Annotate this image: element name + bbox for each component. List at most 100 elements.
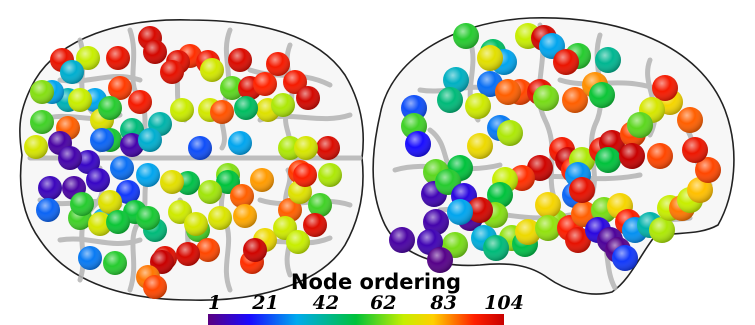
node-sphere — [228, 131, 252, 155]
node-sphere-shading — [208, 206, 232, 230]
node-sphere-shading — [70, 192, 94, 216]
node-sphere-shading — [266, 52, 290, 76]
node-sphere — [136, 206, 160, 230]
node-sphere — [562, 87, 588, 113]
node-sphere — [106, 46, 130, 70]
node-sphere-shading — [308, 193, 332, 217]
node-sphere — [88, 212, 112, 236]
node-sphere-shading — [200, 58, 224, 82]
node-sphere — [30, 80, 54, 104]
node-sphere-shading — [98, 96, 122, 120]
node-sphere-shading — [423, 209, 449, 235]
node-sphere — [535, 215, 561, 241]
node-sphere-shading — [652, 75, 678, 101]
node-sphere-shading — [595, 147, 621, 173]
node-sphere — [143, 275, 167, 299]
node-sphere-shading — [553, 49, 579, 75]
node-sphere-shading — [106, 210, 130, 234]
node-sphere — [60, 60, 84, 84]
node-sphere — [565, 227, 591, 253]
legend-tick-label: 62 — [370, 292, 396, 314]
node-sphere-shading — [487, 182, 513, 208]
legend-tick-label: 104 — [484, 292, 524, 314]
node-sphere — [649, 217, 675, 243]
node-sphere-shading — [76, 150, 100, 174]
colorbar — [208, 314, 504, 325]
node-sphere-shading — [612, 245, 638, 271]
node-sphere-shading — [283, 70, 307, 94]
node-sphere — [188, 136, 212, 160]
node-sphere — [220, 76, 244, 100]
node-sphere — [589, 82, 615, 108]
node-sphere — [150, 250, 174, 274]
node-sphere-shading — [303, 213, 327, 237]
node-sphere-shading — [695, 157, 721, 183]
sagittal-node-layer — [389, 23, 721, 273]
node-sphere — [294, 136, 318, 160]
node-sphere-shading — [477, 45, 503, 71]
node-sphere — [483, 235, 509, 261]
node-sphere — [86, 168, 110, 192]
node-sphere-shading — [677, 107, 703, 133]
node-sphere — [627, 112, 653, 138]
node-sphere — [401, 95, 427, 121]
node-sphere-shading — [443, 67, 469, 93]
node-sphere-shading — [143, 40, 167, 64]
node-sphere — [68, 88, 92, 112]
legend-tick-labels: 1 21 42 62 83 104 — [208, 292, 524, 314]
node-sphere-shading — [30, 110, 54, 134]
node-sphere — [647, 143, 673, 169]
node-sphere-shading — [483, 235, 509, 261]
node-sphere-shading — [565, 227, 591, 253]
node-sphere — [283, 70, 307, 94]
node-sphere-shading — [60, 60, 84, 84]
node-sphere — [515, 219, 541, 245]
node-sphere — [266, 52, 290, 76]
node-sphere-shading — [36, 198, 60, 222]
sagittal-brain-view — [372, 17, 735, 295]
node-sphere-shading — [649, 217, 675, 243]
node-sphere — [389, 227, 415, 253]
node-sphere — [234, 96, 258, 120]
node-sphere-shading — [230, 184, 254, 208]
node-sphere-shading — [143, 275, 167, 299]
node-sphere — [447, 199, 473, 225]
node-sphere-shading — [589, 82, 615, 108]
node-sphere-shading — [627, 112, 653, 138]
node-sphere-shading — [150, 250, 174, 274]
node-sphere-shading — [318, 163, 342, 187]
node-sphere-shading — [78, 246, 102, 270]
node-sphere-shading — [647, 143, 673, 169]
node-sphere — [427, 247, 453, 273]
node-sphere — [58, 146, 82, 170]
legend-tick-label: 83 — [429, 292, 456, 314]
node-sphere-shading — [619, 143, 645, 169]
node-sphere-shading — [90, 128, 114, 152]
node-sphere — [138, 128, 162, 152]
node-sphere-shading — [76, 46, 100, 70]
node-sphere-shading — [68, 88, 92, 112]
axial-brain-view — [19, 19, 365, 301]
node-sphere-shading — [535, 192, 561, 218]
node-sphere — [303, 213, 327, 237]
node-sphere-shading — [170, 98, 194, 122]
node-sphere — [136, 163, 160, 187]
node-sphere-shading — [562, 87, 588, 113]
node-sphere — [160, 60, 184, 84]
node-sphere — [200, 58, 224, 82]
node-sphere — [278, 198, 302, 222]
node-sphere-shading — [271, 93, 295, 117]
legend-title: Node ordering — [291, 270, 461, 294]
node-sphere-shading — [110, 156, 134, 180]
node-sphere — [465, 93, 491, 119]
node-sphere — [271, 93, 295, 117]
node-sphere — [176, 242, 200, 266]
node-sphere-shading — [535, 215, 561, 241]
node-sphere — [318, 163, 342, 187]
axial-node-layer — [24, 26, 342, 299]
node-sphere — [76, 150, 100, 174]
node-sphere-shading — [467, 197, 493, 223]
node-sphere-shading — [278, 198, 302, 222]
node-sphere — [108, 76, 132, 100]
node-sphere-shading — [515, 219, 541, 245]
